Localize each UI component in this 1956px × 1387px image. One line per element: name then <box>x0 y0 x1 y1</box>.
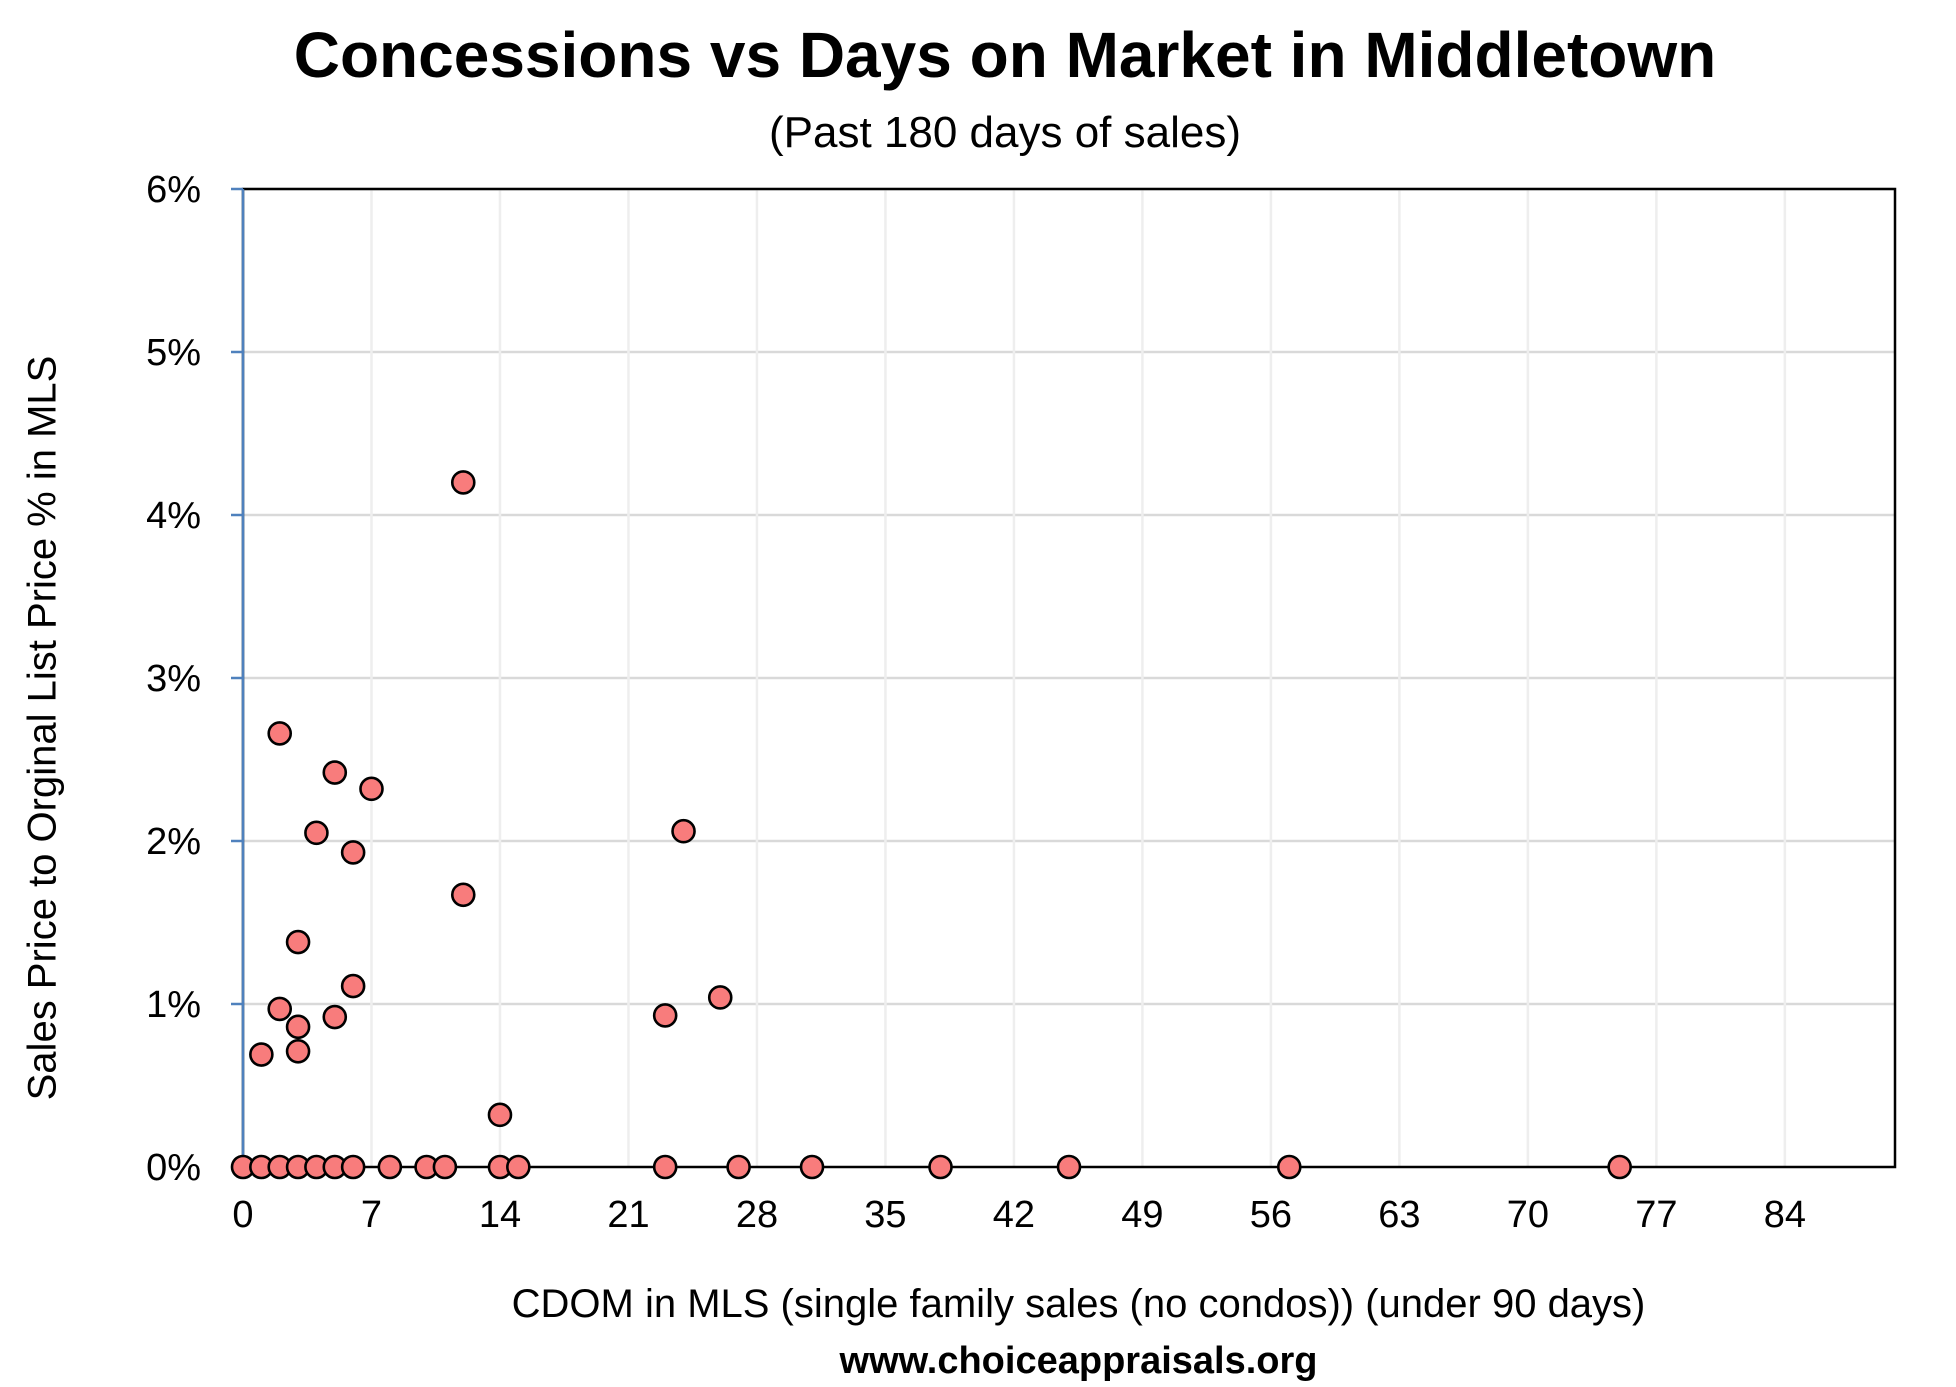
data-point <box>340 973 366 999</box>
y-tick-label: 4% <box>146 495 201 537</box>
x-tick-label: 49 <box>1121 1194 1163 1236</box>
data-point <box>450 882 476 908</box>
chart-subtitle: (Past 180 days of sales) <box>768 108 1241 157</box>
data-point <box>1056 1154 1082 1180</box>
x-tick-label: 7 <box>361 1194 382 1236</box>
website-credit: www.choiceappraisals.org <box>839 1340 1318 1382</box>
data-point <box>340 1154 366 1180</box>
data-point <box>322 760 348 785</box>
x-tick-label: 35 <box>864 1194 906 1236</box>
x-tick-label: 28 <box>736 1194 778 1236</box>
x-tick-label: 42 <box>993 1194 1035 1236</box>
data-point <box>506 1154 531 1180</box>
data-point <box>707 985 733 1010</box>
y-tick-label: 3% <box>146 658 201 700</box>
data-point <box>1607 1154 1632 1180</box>
data-point <box>285 1014 311 1040</box>
data-points <box>230 470 1632 1180</box>
x-axis-ticks: 0 7 14 21 28 35 42 49 56 63 70 77 84 <box>232 1194 1806 1236</box>
data-point <box>450 470 476 495</box>
data-point <box>340 840 366 865</box>
data-point <box>799 1154 825 1180</box>
y-tick-label: 1% <box>146 984 201 1026</box>
data-point <box>359 776 384 802</box>
x-tick-label: 84 <box>1764 1194 1806 1236</box>
y-axis-ticks: 0% 1% 2% 3% 4% 5% 6% <box>146 169 243 1189</box>
grid-lines <box>243 187 1895 1167</box>
data-point <box>1276 1154 1302 1180</box>
data-point <box>377 1154 403 1180</box>
x-tick-label: 70 <box>1507 1194 1549 1236</box>
data-point <box>652 1003 678 1028</box>
y-tick-label: 0% <box>146 1147 201 1189</box>
data-point <box>304 820 329 846</box>
data-point <box>267 996 293 1022</box>
x-tick-label: 63 <box>1378 1194 1420 1236</box>
chart-title: Concessions vs Days on Market in Middlet… <box>293 19 1717 91</box>
data-point <box>249 1042 274 1067</box>
data-point <box>928 1154 953 1180</box>
data-point <box>285 929 311 955</box>
data-point <box>432 1154 458 1180</box>
data-point <box>285 1038 311 1064</box>
y-tick-label: 5% <box>146 332 201 374</box>
x-tick-label: 77 <box>1635 1194 1677 1236</box>
x-tick-label: 0 <box>232 1194 253 1236</box>
data-point <box>267 721 293 746</box>
data-point <box>652 1154 678 1180</box>
x-tick-label: 14 <box>479 1194 521 1236</box>
y-tick-label: 2% <box>146 821 201 863</box>
data-point <box>671 818 696 844</box>
data-point <box>487 1102 513 1128</box>
x-tick-label: 21 <box>607 1194 649 1236</box>
y-tick-label: 6% <box>146 169 201 211</box>
data-point <box>726 1154 751 1180</box>
x-tick-label: 56 <box>1250 1194 1292 1236</box>
data-point <box>322 1004 348 1030</box>
x-axis-label: CDOM in MLS (single family sales (no con… <box>511 1282 1646 1326</box>
